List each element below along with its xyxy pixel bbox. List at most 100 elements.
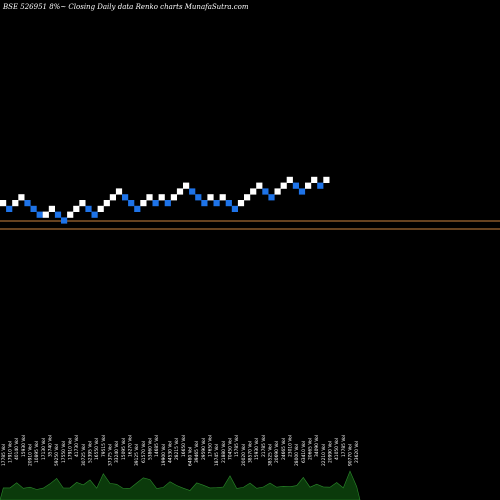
volume-label: 6480 Vol: [188, 447, 194, 466]
chart-title: BSE 526951 8%~ Closing Daily data Renko …: [2, 3, 249, 11]
renko-brick-up: [311, 176, 318, 183]
volume-label: 30725 Vol: [81, 444, 87, 466]
volume-label: 15930 Vol: [21, 435, 27, 457]
volume-label: 22210 Vol: [321, 444, 327, 466]
volume-label: 17785 Vol: [341, 435, 347, 457]
renko-brick-down: [201, 200, 208, 207]
renko-brick-down: [91, 211, 98, 218]
volume-label: 18745 Vol: [214, 444, 220, 466]
renko-brick-up: [170, 194, 177, 201]
renko-brick-up: [79, 200, 86, 207]
volume-label: 20910 Vol: [28, 444, 34, 466]
renko-brick-up: [183, 182, 190, 189]
renko-brick-up: [286, 176, 293, 183]
volume-label: 59250 Vol: [54, 444, 60, 466]
renko-brick-up: [280, 182, 287, 189]
volume-label: 29590 Vol: [201, 438, 207, 460]
renko-brick-down: [231, 205, 238, 212]
renko-brick-up: [237, 200, 245, 207]
volume-label: 41730 Vol: [74, 435, 80, 457]
renko-brick-down: [128, 200, 135, 207]
renko-brick-down: [30, 205, 37, 212]
volume-label: 20690 Vol: [274, 441, 280, 463]
renko-brick-down: [262, 188, 269, 195]
volume-label: 17910 Vol: [68, 438, 74, 460]
renko-brick-down: [61, 217, 68, 224]
renko-brick-up: [109, 194, 116, 201]
volume-label: 79515 Vol: [101, 435, 107, 457]
renko-brick-up: [103, 200, 110, 207]
renko-brick-down: [298, 188, 306, 195]
renko-brick-up: [244, 194, 251, 201]
volume-label: 28215 Vol: [174, 438, 180, 460]
volume-label: 14685 Vol: [154, 435, 160, 457]
renko-brick-up: [250, 188, 257, 195]
renko-brick-up: [140, 200, 147, 207]
volume-label: 20990 Vol: [328, 441, 334, 463]
volume-label: 16550 Vol: [94, 438, 100, 460]
volume-label: 17550 Vol: [61, 441, 67, 463]
renko-brick-up: [12, 200, 19, 207]
renko-bricks: [0, 176, 330, 224]
volume-label: 39465 Vol: [194, 441, 200, 463]
renko-brick-down: [268, 194, 275, 201]
volume-label: 23010 Vol: [288, 435, 294, 457]
renko-brick-up: [158, 194, 165, 201]
volume-label: 63410 Vol: [301, 441, 307, 463]
volume-label: 19900 Vol: [161, 444, 167, 466]
volume-area-fill: [0, 470, 361, 500]
volume-label: 17650 Vol: [208, 435, 214, 457]
renko-brick-up: [274, 188, 281, 195]
renko-brick-down: [292, 182, 299, 189]
volume-label: 70450 Vol: [228, 438, 234, 460]
renko-brick-down: [189, 188, 196, 195]
renko-brick-down: [195, 194, 202, 201]
renko-brick-down: [152, 200, 159, 207]
volume-label: 38570 Vol: [248, 441, 254, 463]
volume-label: 37375 Vol: [108, 444, 114, 466]
volume-label: 17910 Vol: [8, 441, 14, 463]
renko-brick-up: [207, 194, 214, 201]
volume-label: 17130 Vol: [41, 438, 47, 460]
volume-label: 20665 Vol: [308, 438, 314, 460]
volume-label: 41050 Vol: [334, 438, 340, 460]
renko-brick-up: [18, 194, 25, 201]
volume-label: 21785 Vol: [261, 435, 267, 457]
renko-brick-down: [134, 205, 141, 212]
renko-brick-down: [54, 211, 62, 218]
volume-label: 53860 Vol: [148, 438, 154, 460]
volume-label: 24665 Vol: [281, 438, 287, 460]
volume-label: 40140 Vol: [14, 438, 20, 460]
volume-label: 35740 Vol: [48, 435, 54, 457]
volume-label: 15930 Vol: [254, 438, 260, 460]
volume-label: 17785 Vol: [1, 444, 7, 466]
renko-brick-up: [0, 200, 7, 207]
renko-brick-up: [48, 205, 55, 212]
renko-brick-down: [36, 211, 43, 218]
volume-label: 90770 Vol: [348, 444, 354, 466]
renko-brick-up: [305, 182, 312, 189]
renko-brick-down: [225, 200, 232, 207]
renko-brick-up: [256, 182, 263, 189]
volume-label: 10895 Vol: [34, 441, 40, 463]
volume-label: 20020 Vol: [241, 444, 247, 466]
renko-brick-down: [317, 182, 324, 189]
volume-label: 52395 Vol: [88, 441, 94, 463]
renko-brick-up: [219, 194, 226, 201]
volume-label: 39125 Vol: [134, 444, 140, 466]
renko-brick-down: [164, 200, 171, 207]
volume-label: 16650 Vol: [181, 435, 187, 457]
renko-brick-down: [85, 205, 92, 212]
renko-brick-up: [323, 176, 330, 183]
volume-label: 16270 Vol: [128, 435, 134, 457]
renko-brick-up: [42, 211, 49, 218]
volume-label: 34090 Vol: [314, 435, 320, 457]
volume-label: 28000 Vol: [294, 444, 300, 466]
renko-brick-up: [67, 211, 74, 218]
renko-brick-up: [115, 188, 123, 195]
renko-brick-down: [24, 200, 31, 207]
reference-lines: [0, 220, 500, 230]
volume-label: 61570 Vol: [141, 441, 147, 463]
